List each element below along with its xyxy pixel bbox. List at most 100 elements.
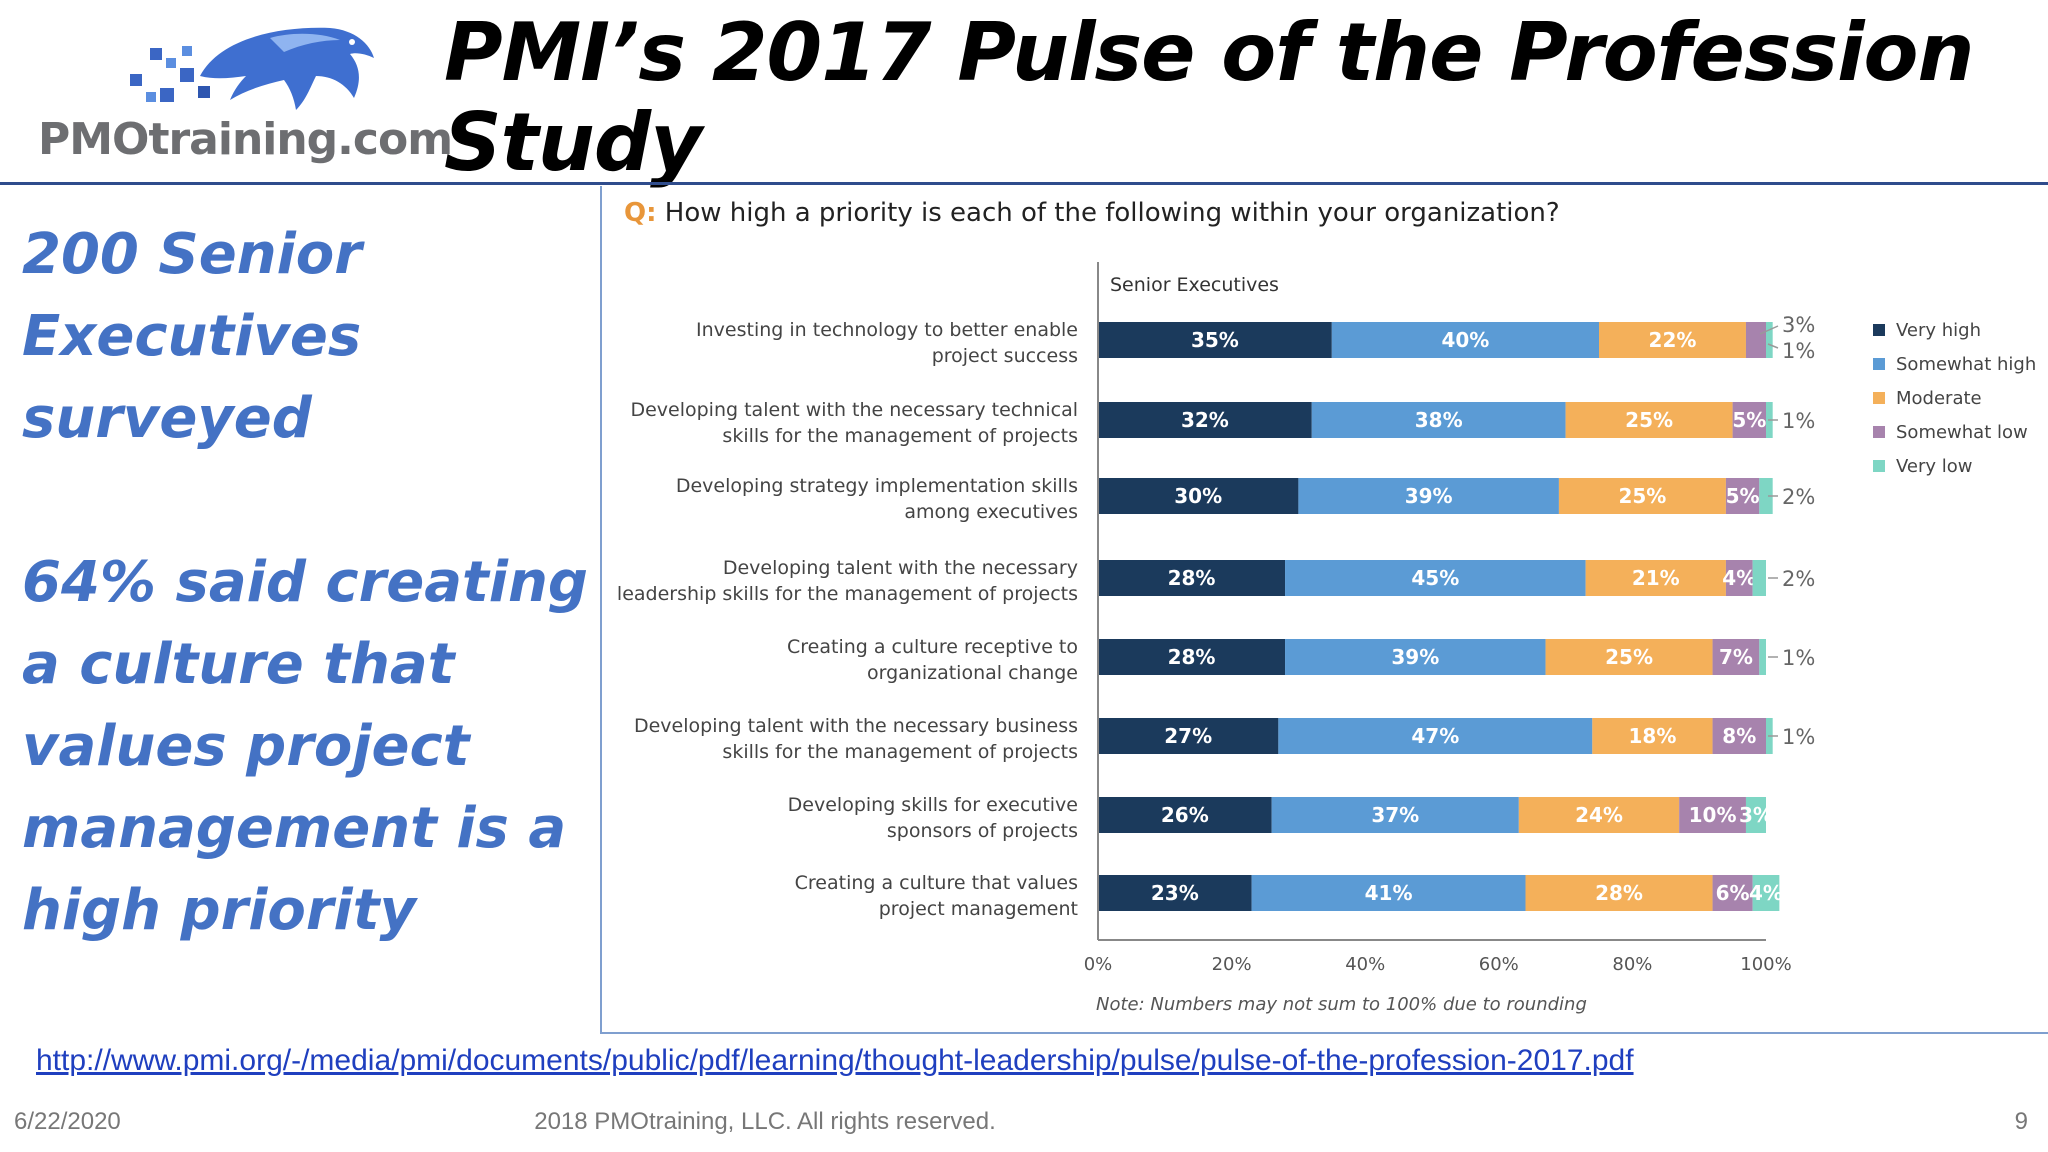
legend-swatch-somewhat-low	[1873, 426, 1885, 438]
category-label: Developing strategy implementation skill…	[676, 475, 1078, 497]
header-divider	[0, 182, 2048, 185]
data-label: 25%	[1618, 484, 1666, 508]
data-label: 18%	[1629, 724, 1677, 748]
category-label: Investing in technology to better enable	[696, 319, 1078, 341]
data-label: 25%	[1605, 645, 1653, 669]
data-label: 35%	[1191, 328, 1239, 352]
category-label: Creating a culture receptive to	[787, 636, 1078, 658]
category-label: sponsors of projects	[887, 820, 1078, 842]
bar-very-high	[1098, 402, 1312, 438]
callout-label: 3%	[1782, 313, 1815, 337]
bar-somewhat-low	[1745, 322, 1766, 358]
bar-somewhat-low	[1732, 402, 1766, 438]
summary-line-priority: 64% said creating a culture that values …	[22, 550, 588, 943]
callout-label: 1%	[1782, 646, 1815, 670]
bar-moderate	[1592, 718, 1713, 754]
bar-somewhat-high	[1278, 718, 1593, 754]
chart-question: Q: How high a priority is each of the fo…	[624, 198, 1560, 228]
category-label: Developing talent with the necessary bus…	[634, 715, 1078, 737]
data-label: 38%	[1415, 408, 1463, 432]
callout-label: 1%	[1782, 725, 1815, 749]
category-label: among executives	[904, 501, 1078, 523]
question-text: How high a priority is each of the follo…	[664, 198, 1560, 228]
bar-very-high	[1098, 322, 1332, 358]
panther-pixel-logo-icon	[130, 27, 374, 110]
bar-very-low	[1766, 322, 1773, 358]
chart-note: Note: Numbers may not sum to 100% due to…	[1096, 994, 1587, 1015]
bar-somewhat-low	[1712, 875, 1753, 911]
bar-moderate	[1558, 478, 1726, 514]
bar-somewhat-low	[1712, 718, 1766, 754]
x-tick-label: 80%	[1612, 954, 1652, 975]
data-label: 30%	[1174, 484, 1222, 508]
x-tick-label: 40%	[1345, 954, 1385, 975]
data-label: 39%	[1405, 484, 1453, 508]
data-label: 41%	[1365, 881, 1413, 905]
page-title: PMI’s 2017 Pulse of the Profession Study	[444, 6, 1974, 189]
bar-moderate	[1565, 402, 1733, 438]
bar-very-high	[1098, 478, 1299, 514]
bar-moderate	[1599, 322, 1746, 358]
legend-swatch-very-high	[1873, 324, 1885, 336]
bar-very-high	[1098, 797, 1272, 833]
footer-page-number: 9	[2014, 1108, 2028, 1135]
logo: PMOtraining.com	[30, 18, 453, 168]
data-label: 5%	[1732, 408, 1766, 432]
summary-text: 200 Senior Executives surveyed 64% said …	[22, 214, 602, 952]
legend-entry: Somewhat high	[1896, 354, 2036, 375]
bar-somewhat-low	[1679, 797, 1746, 833]
category-label: leadership skills for the management of …	[617, 583, 1078, 605]
legend-swatch-very-low	[1873, 460, 1885, 472]
data-label: 27%	[1164, 724, 1212, 748]
x-tick-label: 100%	[1740, 954, 1791, 975]
data-label: 47%	[1411, 724, 1459, 748]
footer-date: 6/22/2020	[14, 1108, 121, 1135]
data-label: 7%	[1719, 645, 1753, 669]
category-label: organizational change	[867, 662, 1078, 684]
bar-very-low	[1752, 560, 1766, 596]
data-label: 5%	[1726, 484, 1760, 508]
bar-very-high	[1098, 639, 1286, 675]
callout-label: 2%	[1782, 485, 1815, 509]
bar-somewhat-low	[1725, 478, 1760, 514]
data-label: 26%	[1161, 803, 1209, 827]
bar-somewhat-high	[1311, 402, 1566, 438]
source-link[interactable]: http://www.pmi.org/-/media/pmi/documents…	[36, 1044, 1634, 1077]
bar-somewhat-high	[1298, 478, 1559, 514]
data-label: 4%	[1722, 566, 1756, 590]
bar-somewhat-high	[1271, 797, 1519, 833]
bar-moderate	[1518, 797, 1680, 833]
question-prefix: Q:	[624, 198, 657, 228]
data-label: 28%	[1168, 566, 1216, 590]
logo-text: PMOtraining.com	[38, 114, 453, 165]
data-label: 23%	[1151, 881, 1199, 905]
data-label: 28%	[1595, 881, 1643, 905]
bar-somewhat-high	[1331, 322, 1599, 358]
legend-entry: Somewhat low	[1896, 422, 2028, 443]
x-tick-label: 60%	[1479, 954, 1519, 975]
category-label: Creating a culture that values	[795, 872, 1078, 894]
category-label: Developing talent with the necessary tec…	[630, 399, 1078, 421]
bar-very-low	[1752, 875, 1780, 911]
bar-somewhat-high	[1251, 875, 1526, 911]
data-label: 21%	[1632, 566, 1680, 590]
callout-label: 2%	[1782, 567, 1815, 591]
summary-line-surveyed: 200 Senior Executives surveyed	[22, 222, 362, 451]
data-label: 3%	[1739, 803, 1773, 827]
bar-very-high	[1098, 718, 1279, 754]
data-label: 37%	[1371, 803, 1419, 827]
data-label: 39%	[1391, 645, 1439, 669]
data-label: 28%	[1168, 645, 1216, 669]
bar-moderate	[1525, 875, 1713, 911]
bar-somewhat-low	[1725, 560, 1753, 596]
bar-very-low	[1759, 478, 1773, 514]
stacked-bar-chart: Senior Executives Investing in technology…	[617, 262, 2036, 1015]
group-label: Senior Executives	[1110, 274, 1279, 296]
data-label: 45%	[1411, 566, 1459, 590]
category-label: skills for the management of projects	[722, 741, 1078, 763]
data-label: 8%	[1722, 724, 1756, 748]
bar-somewhat-high	[1285, 560, 1586, 596]
bar-somewhat-low	[1712, 639, 1760, 675]
callout-label: 1%	[1782, 339, 1815, 363]
chart-frame	[600, 186, 2048, 1034]
